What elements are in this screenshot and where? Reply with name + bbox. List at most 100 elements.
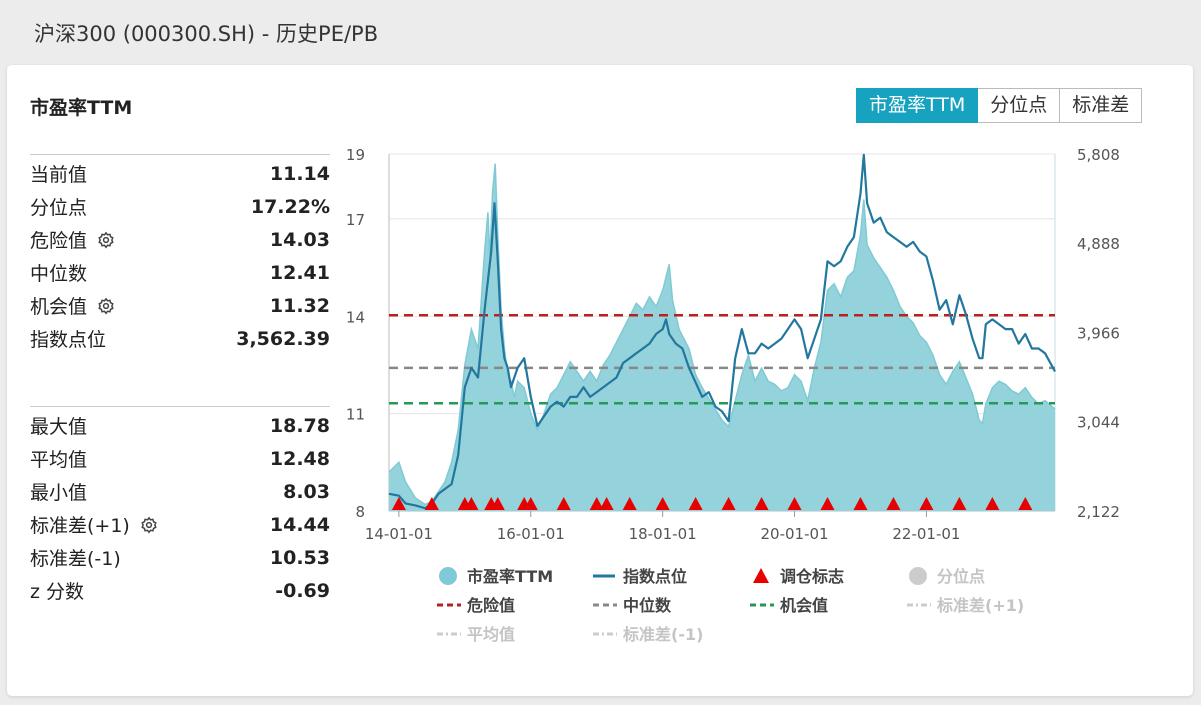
rebalance-marker — [688, 497, 703, 510]
legend-label: 市盈率TTM — [467, 567, 553, 586]
rebalance-marker — [490, 497, 505, 510]
stat-value: -0.69 — [275, 579, 330, 602]
rebalance-marker — [391, 497, 406, 510]
y-right-tick-label: 2,122 — [1077, 503, 1120, 521]
legend-label: 平均值 — [467, 625, 515, 644]
stat-label: 分位点 — [30, 197, 88, 219]
y-right-tick-label: 4,888 — [1077, 235, 1120, 253]
legend-item[interactable]: 平均值 — [437, 625, 515, 644]
stat-row-std-minus: 标准差(-1) 10.53 — [30, 541, 330, 574]
rebalance-marker — [721, 497, 736, 510]
metric-title: 市盈率TTM — [30, 97, 133, 119]
rebalance-marker — [655, 497, 670, 510]
stat-label: 标准差(-1) — [30, 548, 121, 570]
series-index-line — [388, 153, 1056, 510]
stat-row-max: 最大值 18.78 — [30, 409, 330, 442]
y-right-tick-label: 5,808 — [1077, 146, 1120, 164]
y-left-tick-label: 17 — [346, 211, 365, 229]
legend-item[interactable]: 危险值 — [437, 596, 515, 615]
pe-panel: 市盈率TTM 市盈率TTM 分位点 标准差 当前值 11.14 分位点 17.2… — [7, 65, 1193, 696]
legend-item[interactable]: 市盈率TTM — [439, 567, 553, 586]
stat-value: 3,562.39 — [236, 327, 330, 350]
legend-dot-icon — [439, 567, 457, 585]
rebalance-marker — [853, 497, 868, 510]
stat-row-index-level: 指数点位 3,562.39 — [30, 322, 330, 355]
stat-row-mean: 平均值 12.48 — [30, 442, 330, 475]
legend-label: 标准差(+1) — [936, 596, 1024, 615]
page-title: 沪深300 (000300.SH) - 历史PE/PB — [34, 22, 379, 46]
stat-label: 危险值 — [30, 230, 88, 252]
y-left-tick-label: 14 — [346, 308, 365, 326]
stat-row-z-score: z 分数 -0.69 — [30, 574, 330, 607]
legend-item[interactable]: 标准差(-1) — [593, 625, 703, 644]
stat-row-percentile: 分位点 17.22% — [30, 190, 330, 223]
metric-tabs: 市盈率TTM 分位点 标准差 — [856, 88, 1143, 123]
legend-label: 标准差(-1) — [622, 625, 703, 644]
stat-row-danger: 危险值 14.03 — [30, 223, 330, 256]
legend-label: 危险值 — [467, 596, 515, 615]
rebalance-marker — [599, 497, 614, 510]
gear-icon[interactable] — [97, 231, 115, 249]
rebalance-marker — [556, 497, 571, 510]
legend-item[interactable]: 调仓标志 — [753, 567, 844, 586]
stat-label: 最大值 — [30, 416, 88, 438]
stat-value: 12.41 — [269, 261, 330, 284]
x-tick-label: 18-01-01 — [629, 525, 697, 543]
y-right-tick-label: 3,044 — [1077, 414, 1120, 432]
stat-label: 机会值 — [30, 296, 88, 318]
stat-label: 中位数 — [30, 263, 88, 285]
legend-item[interactable]: 分位点 — [909, 567, 985, 586]
stat-label: 指数点位 — [30, 329, 107, 351]
legend-item[interactable]: 中位数 — [593, 596, 672, 615]
rebalance-marker — [1018, 497, 1033, 510]
rebalance-marker — [919, 497, 934, 510]
rebalance-marker — [886, 497, 901, 510]
rebalance-marker — [952, 497, 967, 510]
rebalance-marker — [424, 497, 439, 510]
stat-row-opportunity: 机会值 11.32 — [30, 289, 330, 322]
y-left-tick-label: 8 — [355, 503, 365, 521]
x-tick-label: 16-01-01 — [497, 525, 565, 543]
stat-value: 11.14 — [269, 162, 330, 185]
rebalance-marker — [820, 497, 835, 510]
legend-triangle-icon — [753, 568, 769, 583]
x-tick-label: 14-01-01 — [365, 525, 433, 543]
stat-label: 标准差(+1) — [30, 515, 130, 537]
y-right-tick-label: 3,966 — [1077, 324, 1120, 342]
stat-value: 14.44 — [269, 513, 330, 536]
legend-item[interactable]: 指数点位 — [593, 567, 687, 586]
stats-summary: 当前值 11.14 分位点 17.22% 危险值 14.03 中位数 12.41… — [30, 154, 330, 355]
stat-label: 最小值 — [30, 482, 88, 504]
stat-value: 10.53 — [269, 546, 330, 569]
legend-label: 指数点位 — [623, 567, 687, 586]
rebalance-marker — [622, 497, 637, 510]
stats-distribution: 最大值 18.78 平均值 12.48 最小值 8.03 标准差(+1) 14.… — [30, 406, 330, 607]
rebalance-marker — [589, 497, 604, 510]
gear-icon[interactable] — [140, 516, 158, 534]
tab-percentile[interactable]: 分位点 — [978, 88, 1061, 123]
stat-value: 14.03 — [269, 228, 330, 251]
tab-std-dev[interactable]: 标准差 — [1060, 88, 1143, 123]
stat-value: 8.03 — [283, 480, 330, 503]
rebalance-marker — [787, 497, 802, 510]
stat-label: 当前值 — [30, 164, 88, 186]
stat-value: 17.22% — [250, 195, 330, 218]
y-left-tick-label: 19 — [346, 146, 365, 164]
gear-icon[interactable] — [97, 297, 115, 315]
series-pe-line — [388, 163, 1056, 506]
rebalance-marker — [523, 497, 538, 510]
stat-value: 12.48 — [269, 447, 330, 470]
legend-label: 分位点 — [937, 567, 985, 586]
tab-pe-ttm[interactable]: 市盈率TTM — [856, 88, 979, 123]
legend-label: 中位数 — [623, 596, 672, 615]
pe-history-chart[interactable]: 8 11 14 17 19 2,122 3,044 3,966 4,888 5,808 14-01-… — [7, 65, 1193, 696]
stat-row-min: 最小值 8.03 — [30, 475, 330, 508]
x-tick-label: 20-01-01 — [760, 525, 828, 543]
x-tick-label: 22-01-01 — [892, 525, 960, 543]
stat-value: 11.32 — [269, 294, 330, 317]
stat-label: z 分数 — [30, 581, 85, 603]
legend-item[interactable]: 标准差(+1) — [907, 596, 1024, 615]
legend-item[interactable]: 机会值 — [750, 596, 828, 615]
stat-row-median: 中位数 12.41 — [30, 256, 330, 289]
stat-label: 平均值 — [30, 449, 88, 471]
